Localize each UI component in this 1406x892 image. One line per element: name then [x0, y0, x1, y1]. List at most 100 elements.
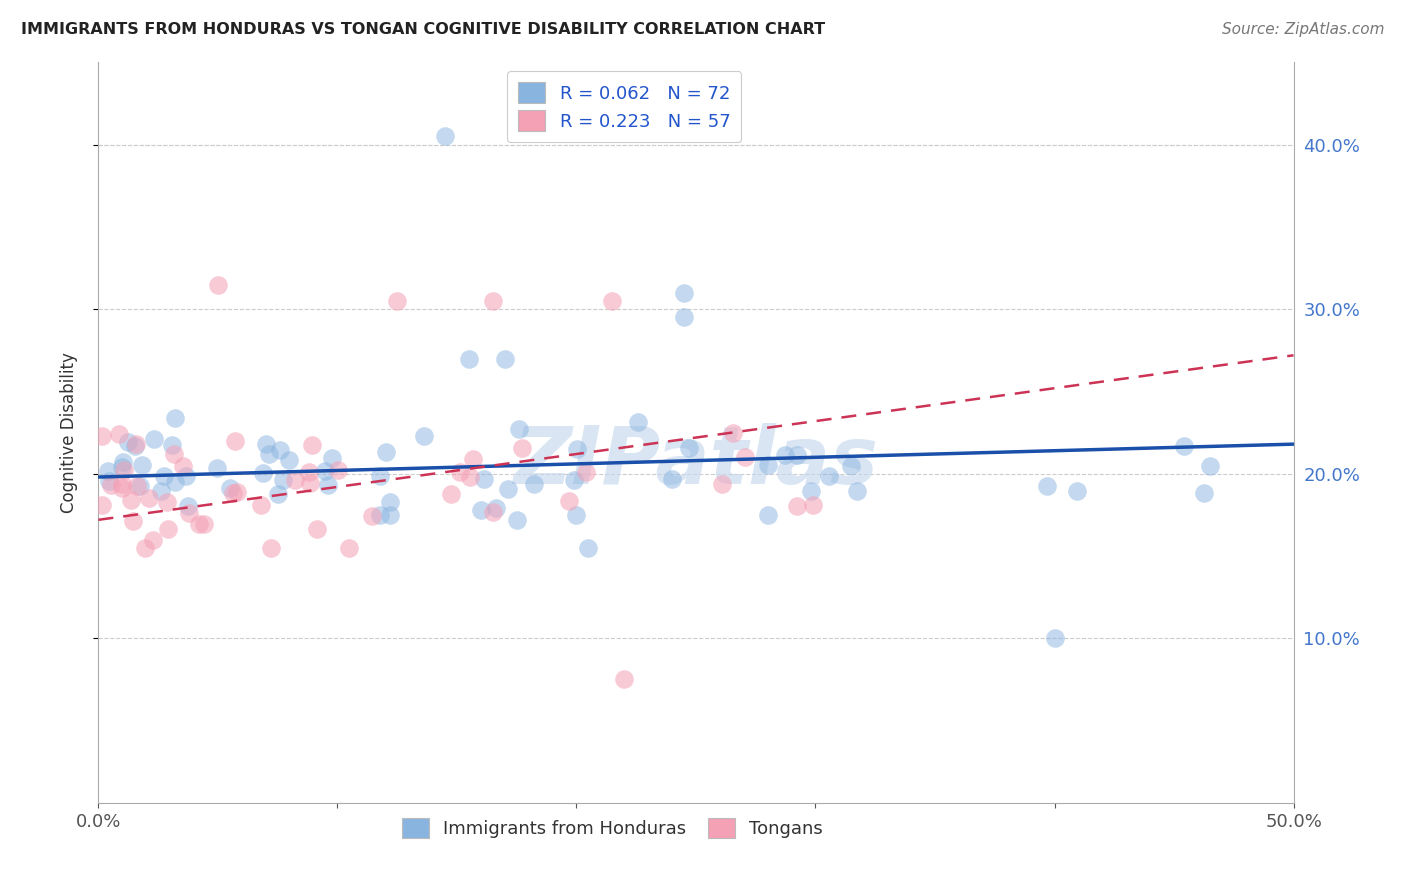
Point [602, 293, 624, 308]
Point [786, 500, 808, 514]
Point [803, 498, 825, 512]
Point [97, 464, 120, 478]
Point [112, 454, 135, 468]
Point [141, 533, 163, 547]
Y-axis label: Cognitive Disability: Cognitive Disability [59, 352, 77, 513]
Point [413, 429, 436, 443]
Point [440, 486, 463, 500]
Point [305, 522, 328, 536]
Point [250, 499, 273, 513]
Point [252, 467, 274, 481]
Point [177, 499, 200, 513]
Point [1173, 439, 1195, 453]
Point [271, 473, 294, 487]
Point [108, 426, 131, 441]
Point [661, 472, 683, 486]
Point [461, 452, 484, 467]
Point [257, 447, 280, 461]
Point [163, 411, 186, 425]
Point [368, 508, 391, 522]
Point [565, 508, 588, 522]
Point [172, 459, 194, 474]
Point [224, 434, 246, 448]
Point [298, 465, 321, 479]
Point [710, 477, 733, 491]
Point [756, 458, 779, 473]
Point [565, 442, 588, 456]
Point [496, 482, 519, 496]
Point [482, 505, 505, 519]
Point [207, 277, 229, 292]
Point [163, 447, 186, 461]
Point [267, 487, 290, 501]
Point [385, 293, 409, 308]
Point [120, 493, 142, 508]
Point [756, 508, 779, 522]
Point [284, 473, 307, 487]
Point [226, 484, 249, 499]
Point [627, 415, 650, 429]
Point [562, 473, 585, 487]
Point [138, 491, 160, 505]
Point [111, 476, 134, 491]
Point [90, 428, 112, 442]
Point [111, 460, 134, 475]
Point [117, 434, 139, 449]
Point [374, 445, 396, 459]
Point [458, 469, 481, 483]
Point [339, 541, 361, 555]
Point [673, 310, 696, 325]
Point [470, 503, 492, 517]
Point [254, 437, 277, 451]
Point [301, 438, 323, 452]
Point [163, 475, 186, 489]
Point [1036, 479, 1059, 493]
Point [523, 477, 546, 491]
Point [574, 465, 596, 479]
Point [506, 513, 529, 527]
Point [269, 442, 291, 457]
Point [111, 481, 134, 495]
Point [122, 514, 145, 528]
Point [142, 432, 165, 446]
Point [378, 495, 401, 509]
Point [187, 517, 209, 532]
Point [1194, 485, 1216, 500]
Point [434, 129, 457, 144]
Point [326, 463, 349, 477]
Point [508, 422, 530, 436]
Point [800, 484, 823, 499]
Point [100, 478, 122, 492]
Point [449, 465, 471, 479]
Point [131, 458, 153, 472]
Point [481, 293, 505, 308]
Point [578, 541, 600, 555]
Point [1199, 458, 1222, 473]
Point [98, 475, 121, 489]
Point [174, 469, 197, 483]
Point [472, 472, 495, 486]
Point [150, 483, 173, 498]
Point [162, 438, 184, 452]
Point [786, 448, 808, 462]
Point [179, 506, 201, 520]
Text: ZIPatlas: ZIPatlas [513, 423, 879, 501]
Point [205, 461, 228, 475]
Point [112, 463, 135, 477]
Text: Source: ZipAtlas.com: Source: ZipAtlas.com [1222, 22, 1385, 37]
Point [129, 478, 152, 492]
Point [321, 450, 343, 465]
Point [125, 436, 148, 450]
Point [361, 508, 384, 523]
Point [818, 468, 841, 483]
Point [299, 475, 322, 490]
Point [1066, 484, 1088, 499]
Point [773, 448, 796, 462]
Point [156, 495, 179, 509]
Point [734, 450, 756, 465]
Point [494, 351, 516, 366]
Point [613, 673, 636, 687]
Point [157, 522, 180, 536]
Point [125, 479, 148, 493]
Text: IMMIGRANTS FROM HONDURAS VS TONGAN COGNITIVE DISABILITY CORRELATION CHART: IMMIGRANTS FROM HONDURAS VS TONGAN COGNI… [21, 22, 825, 37]
